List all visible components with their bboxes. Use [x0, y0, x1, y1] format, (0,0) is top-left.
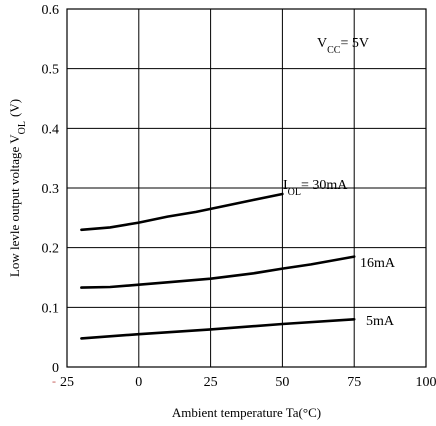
y-tick-label: 0 [52, 361, 59, 376]
series-label-2: 5mA [366, 314, 395, 329]
y-tick-label: 0.4 [42, 122, 60, 137]
x-tick-label: 100 [416, 375, 436, 390]
x-tick-label: 75 [347, 375, 361, 390]
y-tick-label: 0.1 [42, 301, 60, 316]
x-axis-ticks: 25 0 25 50 75 100 [60, 375, 436, 390]
series-line-1 [80, 255, 356, 289]
grid [67, 9, 426, 367]
y-tick-label: 0.6 [42, 3, 60, 18]
y-tick-label: 0.5 [42, 63, 60, 78]
x-tick-label: 0 [135, 375, 142, 390]
y-tick-label: 0.3 [42, 182, 60, 197]
vcc-annotation: VCC= 5V [317, 36, 369, 56]
x-tick-label: 50 [275, 375, 289, 390]
x-tick-minus-sign: - [52, 374, 56, 388]
series-group: IOL= 30mA 16mA 5mA [80, 178, 396, 340]
x-tick-label: 25 [204, 375, 218, 390]
plot-frame [66, 8, 427, 368]
y-axis-ticks: 0 0.1 0.2 0.3 0.4 0.5 0.6 [42, 3, 60, 376]
y-axis-label: Low levle output voltage VOL(V) [7, 99, 28, 277]
x-tick-label: 25 [60, 375, 74, 390]
series-label-1: 16mA [360, 256, 396, 271]
series-line-2 [80, 318, 356, 340]
series-label-0: IOL= 30mA [283, 178, 348, 198]
series-line-0 [80, 192, 284, 232]
y-tick-label: 0.2 [42, 242, 60, 257]
x-axis-label: Ambient temperature Ta(°C) [172, 405, 321, 420]
